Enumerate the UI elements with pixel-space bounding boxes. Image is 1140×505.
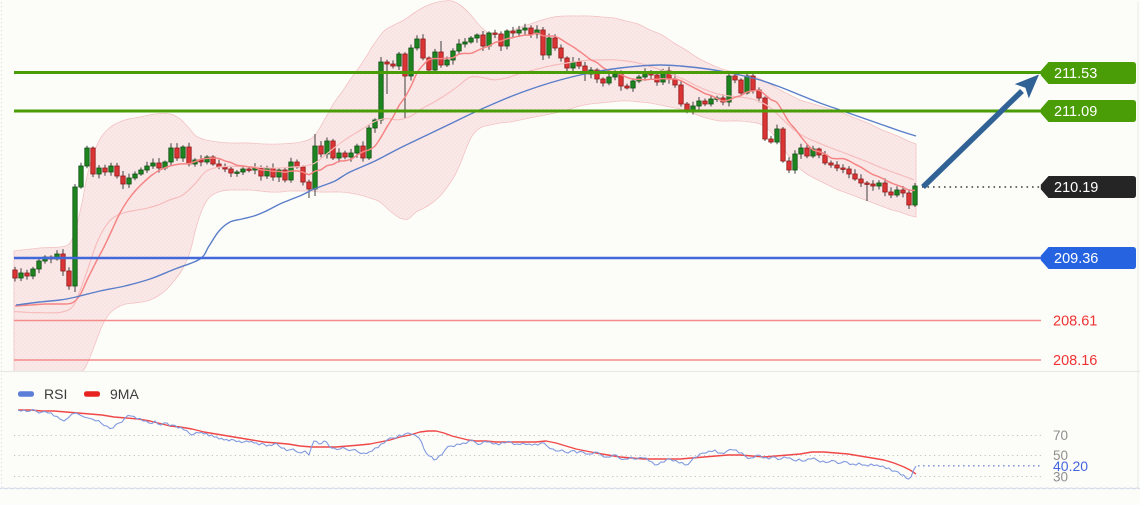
svg-text:30: 30	[1053, 470, 1068, 485]
svg-text:208.16: 208.16	[1053, 353, 1097, 369]
svg-text:211.09: 211.09	[1054, 104, 1097, 120]
svg-text:50: 50	[1053, 448, 1068, 463]
svg-text:9MA: 9MA	[110, 386, 139, 402]
svg-text:210.19: 210.19	[1054, 180, 1098, 196]
svg-text:70: 70	[1053, 428, 1068, 443]
svg-text:RSI: RSI	[44, 386, 67, 402]
svg-text:40.20: 40.20	[1053, 458, 1088, 474]
svg-text:211.53: 211.53	[1054, 66, 1097, 82]
svg-text:209.36: 209.36	[1054, 251, 1098, 267]
svg-text:208.61: 208.61	[1053, 314, 1097, 330]
